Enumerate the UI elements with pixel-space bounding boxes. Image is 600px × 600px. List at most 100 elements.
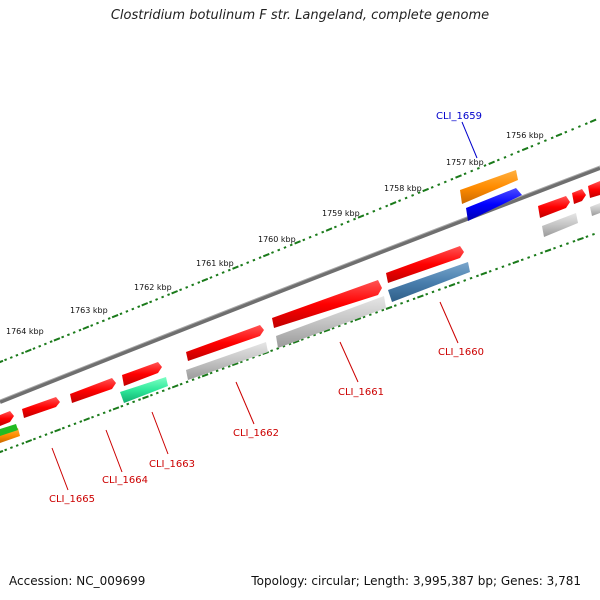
major-tick	[83, 417, 90, 422]
major-tick	[25, 439, 33, 444]
tick-label-1756: 1756 kbp	[506, 131, 544, 140]
minor-tick	[102, 411, 106, 415]
minor-tick	[239, 360, 243, 364]
minor-tick	[321, 230, 325, 234]
minor-tick	[32, 437, 36, 441]
minor-tick	[406, 299, 410, 303]
major-tick	[231, 362, 239, 367]
minor-tick	[346, 220, 350, 224]
minor-tick	[488, 269, 492, 273]
minor-tick	[91, 415, 94, 419]
major-tick	[544, 248, 552, 253]
major-tick	[577, 236, 584, 241]
minor-tick	[495, 267, 499, 271]
minor-tick	[571, 127, 575, 131]
minor-tick	[276, 347, 280, 350]
minor-tick	[537, 142, 541, 145]
major-tick	[555, 132, 563, 138]
minor-tick	[425, 292, 429, 296]
minor-tick	[463, 279, 467, 282]
tick-label-1759: 1759 kbp	[322, 209, 360, 218]
minor-tick	[337, 324, 341, 328]
minor-tick	[167, 293, 171, 297]
minor-tick	[520, 258, 524, 262]
minor-tick	[516, 150, 520, 154]
minor-tick	[503, 155, 507, 159]
major-tick	[112, 406, 120, 411]
minor-tick	[215, 273, 219, 277]
minor-tick	[540, 251, 544, 255]
minor-tick	[191, 283, 195, 287]
minor-tick	[126, 402, 130, 406]
minor-tick	[185, 285, 189, 289]
minor-tick	[38, 435, 42, 439]
minor-tick	[252, 258, 256, 262]
major-tick	[171, 290, 178, 295]
minor-tick	[283, 246, 287, 249]
major-tick	[512, 260, 520, 265]
minor-tick	[61, 335, 65, 339]
minor-tick	[362, 315, 366, 319]
tick-label-1760: 1760 kbp	[258, 235, 296, 244]
gene-label-cli-1663: CLI_1663	[149, 459, 195, 470]
minor-tick	[49, 340, 53, 344]
minor-tick	[300, 338, 304, 341]
minor-tick	[161, 389, 165, 393]
gene-arrow	[186, 325, 264, 361]
gene-arrow	[588, 181, 600, 198]
minor-tick	[246, 261, 250, 265]
minor-tick	[350, 320, 354, 323]
minor-tick	[585, 235, 589, 239]
gene-arrow	[542, 213, 578, 237]
scale-labels: 1756 kbp 1757 kbp 1758 kbp 1759 kbp 1760…	[6, 131, 544, 336]
minor-tick	[510, 153, 514, 156]
gene-labels: CLI_1659 CLI_1660 CLI_1661 CLI_1662 CLI_…	[49, 111, 484, 505]
minor-tick	[179, 382, 183, 386]
genome-backbone	[0, 165, 600, 404]
minor-tick	[270, 349, 274, 353]
minor-tick	[271, 251, 274, 254]
minor-tick	[476, 166, 480, 170]
major-tick	[0, 449, 4, 454]
major-tick	[294, 240, 301, 245]
inner-scale-track	[0, 232, 595, 454]
minor-tick	[496, 158, 500, 162]
gene-arrow	[122, 362, 162, 386]
gene-arrow	[120, 377, 168, 403]
minor-tick	[591, 232, 595, 236]
minor-tick	[96, 413, 100, 417]
major-tick	[141, 302, 149, 307]
gene-label-cli-1665: CLI_1665	[49, 494, 95, 505]
gene-arrow	[538, 196, 570, 218]
minor-tick	[365, 212, 369, 216]
outer-scale-track	[0, 118, 597, 364]
minor-tick	[412, 297, 416, 301]
minor-tick	[306, 335, 310, 339]
minor-tick	[577, 125, 581, 128]
minor-tick	[444, 285, 448, 289]
minor-tick	[443, 180, 447, 184]
minor-tick	[245, 358, 249, 362]
major-tick	[521, 146, 529, 152]
minor-tick	[340, 222, 344, 226]
minor-tick	[15, 444, 19, 447]
minor-tick	[411, 193, 415, 197]
minor-tick	[308, 235, 312, 239]
gene-label-cli-1664: CLI_1664	[102, 475, 148, 486]
minor-tick	[227, 365, 231, 368]
minor-tick	[9, 446, 13, 450]
major-tick	[422, 187, 429, 193]
major-tick	[325, 227, 333, 232]
major-tick	[354, 317, 362, 322]
minor-tick	[450, 177, 454, 181]
gene-arrow	[186, 342, 268, 380]
major-tick	[171, 384, 179, 389]
minor-tick	[209, 371, 213, 375]
major-tick	[201, 373, 209, 378]
minor-tick	[73, 422, 77, 426]
minor-tick	[527, 256, 531, 259]
minor-tick	[331, 326, 335, 330]
minor-tick	[282, 344, 286, 348]
minor-tick	[584, 122, 588, 126]
minor-tick	[483, 164, 487, 167]
